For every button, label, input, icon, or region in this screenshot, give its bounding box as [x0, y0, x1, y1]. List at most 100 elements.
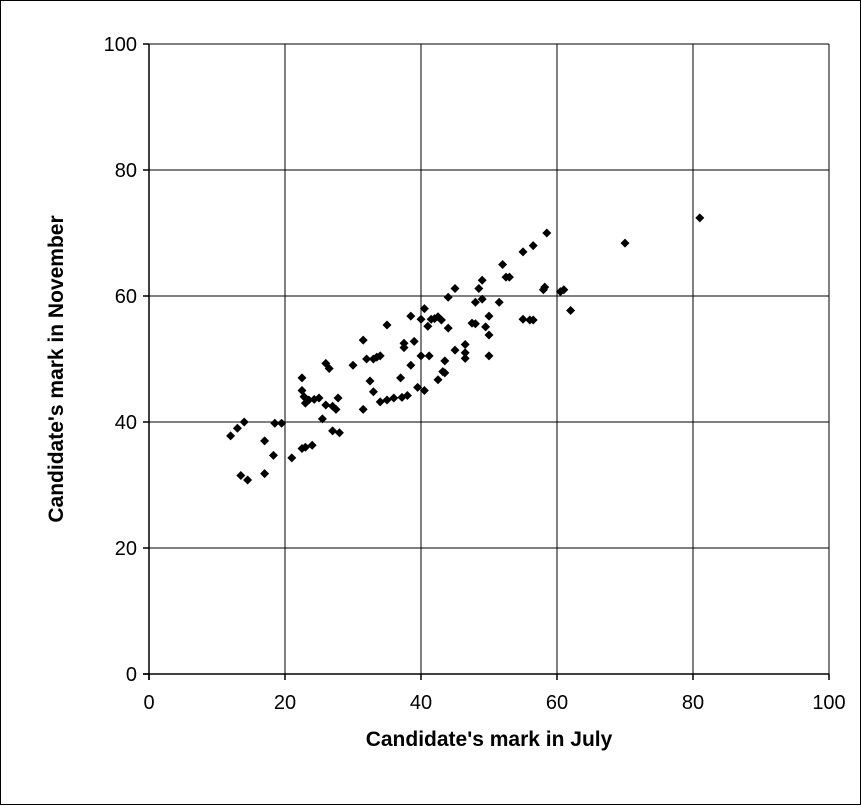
data-point	[314, 393, 324, 403]
x-tick-label: 40	[410, 692, 432, 714]
data-point	[368, 387, 378, 397]
data-point	[358, 404, 368, 414]
gridlines	[149, 43, 830, 674]
data-point	[243, 475, 253, 485]
x-axis-title: Candidate's mark in July	[366, 728, 613, 751]
data-point	[559, 285, 569, 295]
data-point	[333, 393, 343, 403]
data-point	[540, 282, 550, 292]
axes	[143, 43, 830, 680]
data-point	[440, 368, 450, 378]
data-point	[287, 453, 297, 463]
data-point	[226, 431, 236, 441]
data-point	[518, 314, 528, 324]
data-point	[375, 397, 385, 407]
data-point	[406, 360, 416, 370]
data-point	[382, 320, 392, 330]
data-point	[268, 450, 278, 460]
x-tick-label: 100	[812, 692, 845, 714]
data-point	[419, 386, 429, 395]
data-point	[416, 351, 426, 361]
data-point	[443, 292, 453, 302]
data-point	[324, 363, 334, 373]
data-point	[406, 311, 416, 321]
data-point	[460, 348, 470, 358]
y-axis-title: Candidate's mark in November	[45, 215, 68, 522]
data-point	[362, 354, 372, 364]
data-point	[494, 297, 504, 307]
tick-labels: 0 20 40 60 80 100 0 20 40 60 80 100	[104, 34, 846, 714]
data-point	[424, 351, 434, 361]
data-point	[460, 340, 470, 350]
data-point	[300, 442, 310, 452]
data-point	[450, 283, 460, 293]
data-point	[566, 305, 576, 315]
data-point	[331, 404, 341, 414]
data-point	[297, 373, 307, 383]
data-point	[542, 228, 552, 238]
y-tick-label: 80	[115, 160, 137, 182]
data-point	[484, 330, 494, 340]
data-point	[440, 356, 450, 366]
data-point	[450, 345, 460, 355]
data-point	[528, 241, 538, 251]
data-point	[270, 418, 280, 428]
data-point	[321, 400, 331, 410]
data-point	[419, 304, 429, 314]
y-tick-label: 100	[104, 34, 137, 56]
data-point	[402, 391, 412, 401]
data-point	[317, 414, 327, 424]
data-point	[382, 395, 392, 405]
data-point	[504, 272, 514, 282]
data-point	[358, 335, 368, 345]
data-point	[396, 373, 406, 383]
data-point	[260, 436, 270, 446]
data-point	[365, 376, 375, 386]
data-point	[460, 353, 470, 363]
data-point	[409, 336, 419, 346]
data-point	[307, 440, 317, 450]
data-point	[389, 393, 399, 403]
data-point	[484, 311, 494, 321]
data-point	[474, 283, 484, 293]
x-tick-label: 0	[143, 692, 154, 714]
data-point	[481, 322, 491, 332]
x-tick-label: 60	[546, 692, 568, 714]
data-point	[328, 426, 338, 436]
data-point	[484, 351, 494, 361]
y-tick-label: 20	[115, 538, 137, 560]
data-point	[260, 469, 270, 479]
data-point	[375, 351, 385, 361]
data-point	[416, 314, 426, 324]
data-point	[239, 417, 249, 427]
data-point	[334, 428, 344, 438]
data-point	[695, 213, 705, 223]
data-point	[518, 247, 528, 257]
data-point	[236, 471, 246, 481]
y-tick-label: 60	[115, 286, 137, 308]
data-point	[477, 275, 487, 285]
data-point	[277, 418, 287, 428]
data-point	[348, 360, 358, 370]
data-points	[226, 213, 705, 485]
y-tick-label: 0	[126, 664, 137, 686]
data-point	[413, 382, 423, 392]
data-point	[232, 423, 242, 433]
data-point	[470, 297, 480, 307]
data-point	[498, 260, 508, 269]
data-point	[304, 395, 314, 405]
x-tick-label: 20	[274, 692, 296, 714]
data-point	[470, 319, 480, 329]
data-point	[433, 375, 443, 385]
data-point	[477, 294, 487, 304]
data-point	[436, 315, 446, 325]
data-point	[443, 323, 453, 333]
y-tick-label: 40	[115, 412, 137, 434]
data-point	[423, 321, 433, 331]
data-point	[620, 238, 630, 248]
data-point	[399, 343, 409, 353]
x-tick-label: 80	[682, 692, 704, 714]
data-point	[528, 315, 538, 325]
